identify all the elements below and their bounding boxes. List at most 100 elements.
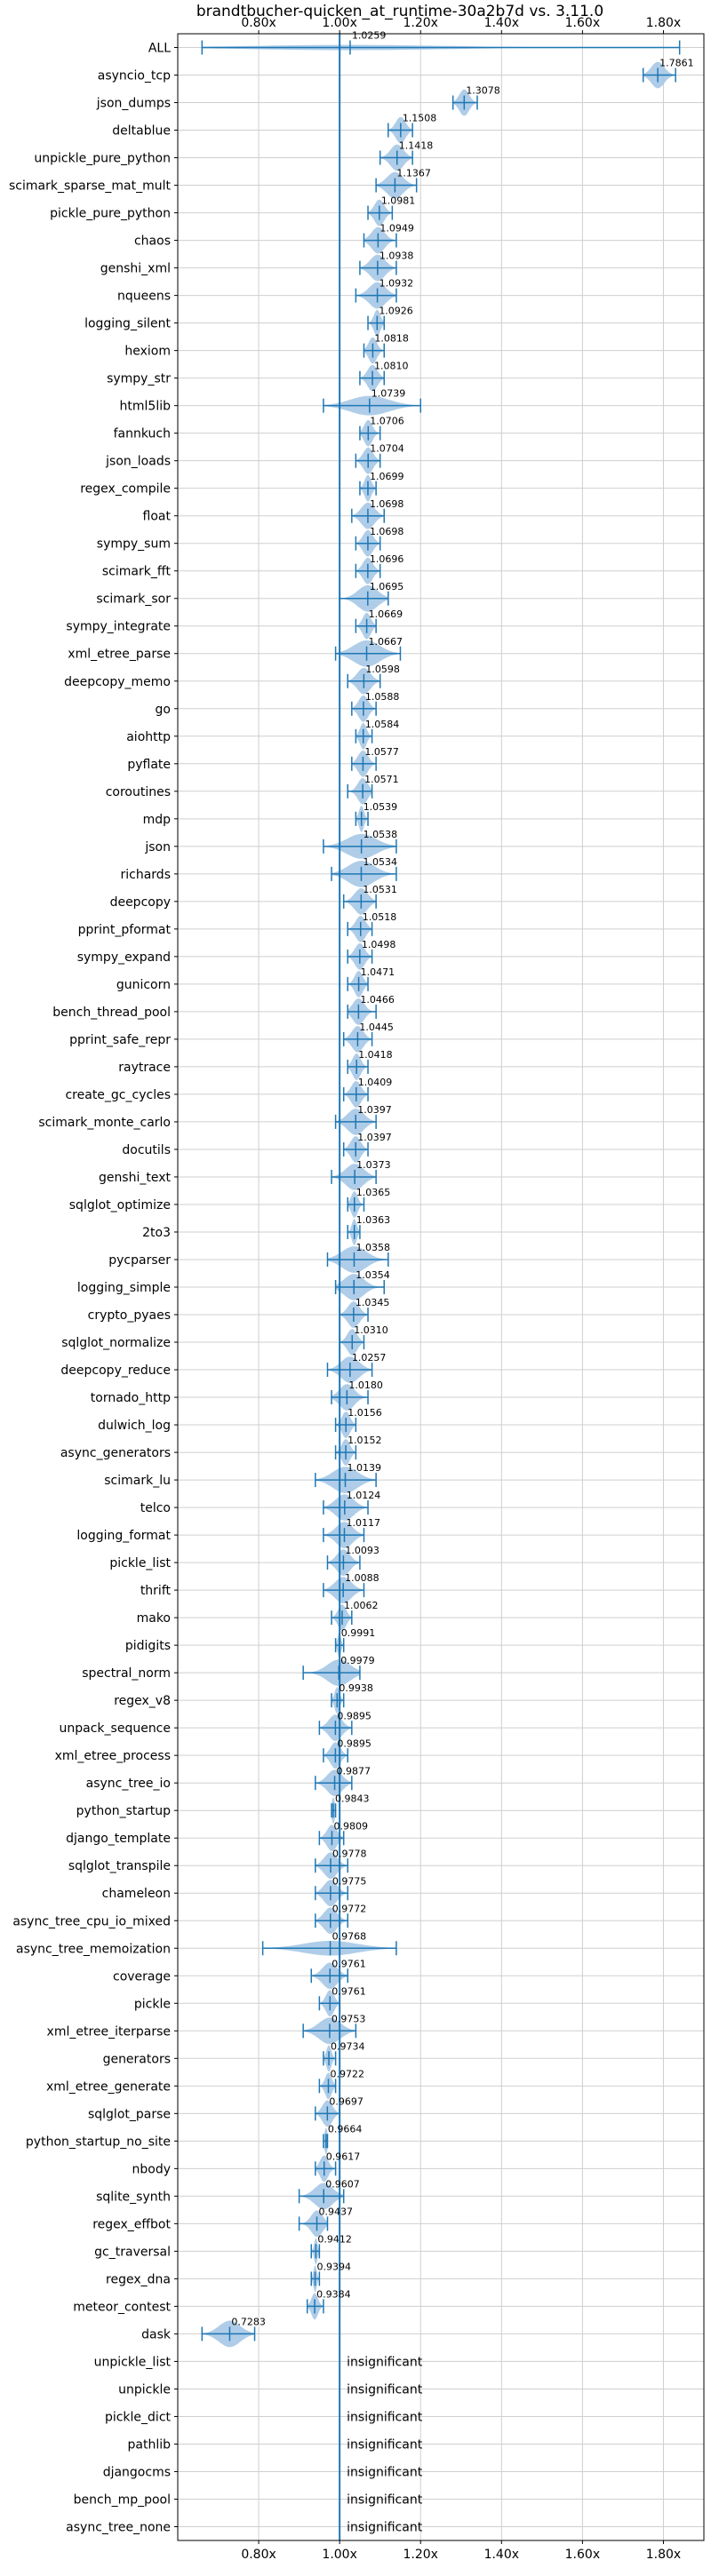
category-label: djangocms [103, 2465, 171, 2479]
category-label: async_tree_none [66, 2520, 171, 2534]
value-label: 0.9843 [335, 1793, 370, 1804]
value-label: 1.0539 [363, 801, 398, 813]
x-tick-label-bottom: 1.40x [484, 2548, 519, 2562]
value-label: 1.0699 [370, 471, 404, 482]
insignificant-label: insignificant [347, 2520, 423, 2534]
value-label: 1.0598 [365, 664, 400, 675]
category-label: go [156, 703, 171, 717]
category-label: spectral_norm [82, 1666, 171, 1681]
category-label: sympy_str [107, 372, 171, 386]
category-label: unpickle_pure_python [34, 152, 171, 166]
insignificant-label: insignificant [347, 2382, 423, 2397]
category-label: 2to3 [142, 1226, 171, 1240]
category-label: dulwich_log [98, 1419, 171, 1433]
value-label: 1.0695 [370, 581, 404, 592]
category-label: scimark_lu [104, 1474, 171, 1488]
category-label: bench_thread_pool [52, 1006, 171, 1020]
value-label: 0.9761 [332, 1958, 366, 1969]
value-label: 1.0062 [344, 1600, 379, 1611]
category-label: regex_v8 [114, 1694, 171, 1708]
value-label: 1.0518 [363, 911, 397, 923]
category-label: sqlglot_parse [88, 2107, 171, 2121]
violins [202, 44, 680, 2348]
category-label: scimark_sparse_mat_mult [9, 179, 171, 194]
category-label: logging_simple [77, 1281, 171, 1295]
value-label: 1.0257 [352, 1352, 387, 1364]
value-label: 1.0180 [348, 1379, 383, 1391]
value-label: 0.9607 [325, 2178, 360, 2190]
x-tick-label-bottom: 1.80x [646, 2548, 681, 2562]
category-label: async_tree_cpu_io_mixed [12, 1914, 171, 1928]
value-label: 1.3078 [466, 85, 500, 97]
category-label: hexiom [124, 345, 171, 359]
category-label: unpickle_list [94, 2355, 172, 2369]
value-label: 0.9809 [333, 1820, 368, 1832]
value-label: 0.9772 [332, 1903, 367, 1914]
category-label: pathlib [128, 2437, 172, 2452]
insignificant-label: insignificant [347, 2410, 423, 2424]
category-label: xml_etree_process [55, 1749, 171, 1763]
x-tick-label-top: 1.80x [646, 16, 681, 30]
category-label: sympy_expand [77, 950, 171, 965]
category-label: richards [121, 868, 172, 882]
category-label: genshi_text [99, 1171, 172, 1185]
value-label: 0.9697 [329, 2095, 363, 2107]
category-label: json_loads [105, 455, 171, 469]
category-label: sqlite_synth [96, 2190, 171, 2204]
category-label: xml_etree_parse [68, 648, 171, 662]
value-label: 1.0938 [379, 250, 414, 262]
x-tick-label-top: 1.60x [565, 16, 600, 30]
value-label: 1.0365 [356, 1187, 391, 1198]
value-label: 1.0981 [381, 195, 416, 207]
value-label: 0.9412 [317, 2233, 352, 2245]
category-label: chameleon [102, 1887, 171, 1901]
value-label: 1.0373 [356, 1159, 391, 1171]
grid: 0.80x 0.80x 1.00x 1.00x 1.20x 1.20x 1.40x 1.40x… [174, 16, 704, 2562]
value-label: 1.0818 [374, 333, 409, 345]
value-label: 0.9437 [319, 2206, 354, 2217]
value-label: 0.9895 [337, 1710, 371, 1721]
value-label: 1.0471 [361, 966, 395, 978]
value-label: 0.9722 [330, 2068, 364, 2079]
value-label: 1.0088 [345, 1572, 379, 1584]
category-label: sqlglot_optimize [69, 1198, 171, 1212]
category-label: mdp [143, 813, 172, 827]
category-label: async_tree_memoization [16, 1942, 171, 1956]
category-label: nbody [132, 2162, 172, 2176]
category-label: pyflate [127, 758, 171, 772]
value-label: 1.0588 [365, 691, 400, 703]
chart-title: brandtbucher-quicken_at_runtime-30a2b7d … [196, 3, 603, 20]
value-label: 1.0696 [370, 553, 404, 565]
value-label: 1.0932 [379, 278, 414, 290]
value-label: 1.0310 [354, 1324, 388, 1336]
value-label: 1.0139 [347, 1462, 381, 1474]
category-label: coroutines [106, 785, 171, 799]
value-label: 1.0156 [348, 1407, 382, 1419]
category-label: python_startup_no_site [26, 2135, 171, 2149]
insignificant-label: insignificant [347, 2465, 423, 2479]
category-label: ALL [148, 42, 171, 56]
category-label: xml_etree_generate [46, 2079, 171, 2094]
labels: ALL asyncio_tcp json_dumps deltablue unpickl… [9, 30, 694, 2535]
category-label: deltablue [112, 124, 171, 139]
value-label: 1.0538 [363, 829, 398, 840]
value-label: 1.0354 [356, 1269, 390, 1281]
category-label: unpickle [118, 2382, 171, 2397]
category-label: pidigits [125, 1639, 171, 1653]
value-label: 1.0534 [363, 856, 397, 868]
value-label: 1.0345 [356, 1297, 390, 1308]
value-label: 0.9753 [332, 2013, 366, 2024]
value-label: 0.9761 [332, 1985, 366, 1997]
value-label: 1.0498 [362, 939, 396, 950]
category-label: nqueens [117, 290, 171, 304]
category-label: meteor_contest [73, 2300, 171, 2314]
value-label: 0.9877 [337, 1765, 371, 1777]
x-tick-label-top: 0.80x [241, 16, 276, 30]
category-label: pprint_pformat [78, 923, 172, 937]
value-label: 1.0667 [369, 636, 403, 648]
value-label: 1.0409 [358, 1077, 393, 1088]
insignificant-label: insignificant [347, 2355, 423, 2369]
category-label: xml_etree_iterparse [47, 2024, 171, 2039]
category-label: sympy_sum [97, 537, 171, 552]
category-label: docutils [122, 1143, 171, 1157]
